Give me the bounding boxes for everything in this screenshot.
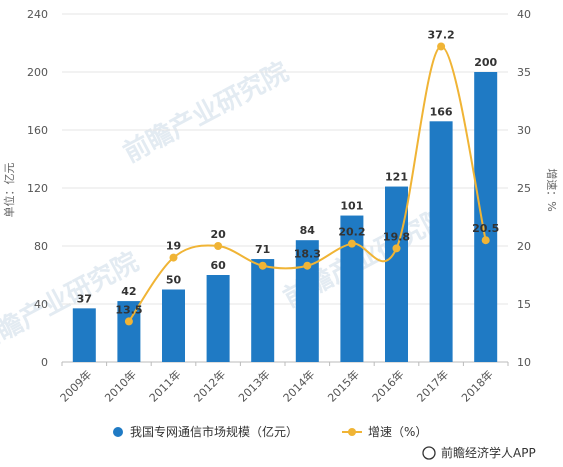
bar-label-6: 101 <box>340 200 363 213</box>
line-label-3: 20 <box>210 228 226 241</box>
y-tick-label-0: 0 <box>41 356 48 369</box>
x-tick-label-0: 2009年 <box>57 367 94 404</box>
line-point-1 <box>124 317 133 326</box>
bar-3 <box>206 275 230 362</box>
bar-label-7: 121 <box>385 171 408 184</box>
bar-8 <box>429 121 453 362</box>
y-tick-label-160: 160 <box>27 124 48 137</box>
bar-label-9: 200 <box>474 56 497 69</box>
y-tick-label-120: 120 <box>27 182 48 195</box>
data-labels: 37 42 50 60 71 84 101 121 166 200 13.5 19 20 18.3 20.2… <box>77 28 500 316</box>
line-label-6: 20.2 <box>338 226 365 239</box>
y-tick-label-80: 80 <box>34 240 48 253</box>
line-point-9 <box>481 236 490 245</box>
y2-tick-label-35: 35 <box>517 66 531 79</box>
y-axis-title: 单位：亿元 <box>2 163 16 218</box>
y2-tick-label-25: 25 <box>517 182 531 195</box>
y2-tick-label-15: 15 <box>517 298 531 311</box>
line-point-6 <box>347 239 356 248</box>
y-tick-label-240: 240 <box>27 8 48 21</box>
legend-marker-bar <box>113 427 123 437</box>
line-point-5 <box>303 261 312 270</box>
x-tick-label-8: 2017年 <box>414 367 451 404</box>
legend: 我国专网通信市场规模（亿元） 增速（%） <box>113 424 427 439</box>
bar-label-2: 50 <box>166 274 182 287</box>
bar-5 <box>295 240 319 362</box>
source-credit: 前瞻经济学人APP <box>422 445 536 460</box>
x-tick-label-1: 2010年 <box>102 367 139 404</box>
y-tick-label-40: 40 <box>34 298 48 311</box>
y2-axis-title: 增速：% <box>545 168 559 211</box>
bar-4 <box>251 259 275 362</box>
line-point-3 <box>214 242 223 250</box>
bar-6 <box>340 215 364 362</box>
x-tick-label-7: 2016年 <box>369 367 406 404</box>
bar-0 <box>72 308 96 362</box>
x-tick-label-6: 2015年 <box>325 367 362 404</box>
bar-label-0: 37 <box>77 292 92 305</box>
x-tick-label-3: 2012年 <box>191 367 228 404</box>
watermark-text-0: 前瞻产业研究院 <box>118 56 293 169</box>
source-text: 前瞻经济学人APP <box>441 445 536 460</box>
bar-9 <box>474 72 498 362</box>
y2-tick-label-30: 30 <box>517 124 531 137</box>
bar-1 <box>117 301 141 362</box>
bar-label-8: 166 <box>430 105 453 118</box>
line-point-4 <box>258 261 267 270</box>
line-point-7 <box>392 244 401 253</box>
bars <box>72 72 498 362</box>
line-label-2: 19 <box>166 240 181 253</box>
x-tick-label-2: 2011年 <box>146 367 183 404</box>
y2-tick-label-40: 40 <box>517 8 531 21</box>
line-label-7: 19.8 <box>383 230 410 243</box>
bar-7 <box>385 186 408 362</box>
line-label-1: 13.5 <box>115 303 142 316</box>
growth-line <box>124 42 490 326</box>
logo-icon <box>422 446 436 460</box>
line-label-5: 18.3 <box>294 248 321 261</box>
bar-label-3: 60 <box>210 259 226 272</box>
x-tick-label-9: 2018年 <box>458 367 495 404</box>
legend-label-bar: 我国专网通信市场规模（亿元） <box>130 424 298 439</box>
line-point-8 <box>437 42 446 51</box>
x-tick-label-5: 2014年 <box>280 367 317 404</box>
bar-2 <box>162 289 185 362</box>
line-label-9: 20.5 <box>472 222 499 235</box>
x-tick-label-4: 2013年 <box>235 367 272 404</box>
legend-marker-line-dot <box>348 428 356 436</box>
bar-label-4: 71 <box>255 243 270 256</box>
bar-label-1: 42 <box>121 285 136 298</box>
line-point-2 <box>169 253 178 262</box>
legend-label-line: 增速（%） <box>368 425 427 439</box>
y2-tick-label-20: 20 <box>517 240 531 253</box>
y2-tick-label-10: 10 <box>517 356 531 369</box>
line-label-8: 37.2 <box>428 28 455 41</box>
y-tick-label-200: 200 <box>27 66 48 79</box>
bar-label-5: 84 <box>300 224 316 237</box>
